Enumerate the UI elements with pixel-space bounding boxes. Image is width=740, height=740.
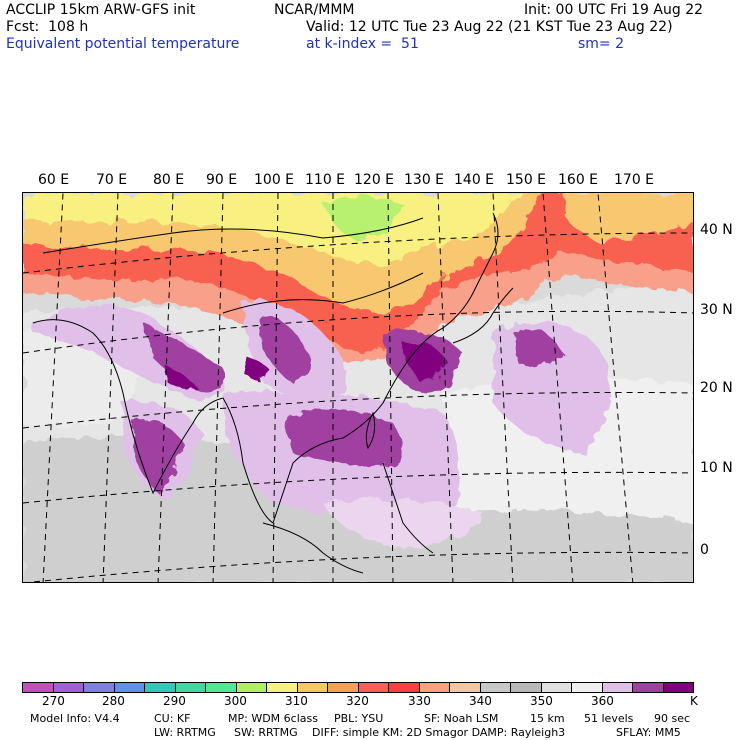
colorbar-swatch <box>541 683 572 692</box>
footer-resolution: 15 km <box>530 712 565 725</box>
smoothing-label: sm= 2 <box>578 36 625 52</box>
lon-label: 130 E <box>404 172 445 188</box>
lat-label: 0 <box>700 542 709 558</box>
colorbar-swatch <box>53 683 84 692</box>
lon-label: 80 E <box>153 172 185 188</box>
coastlines <box>32 212 514 574</box>
colorbar-swatch <box>572 683 603 692</box>
theta-e-map <box>22 192 694 583</box>
colorbar-swatch <box>511 683 542 692</box>
colorbar-swatch <box>23 683 54 692</box>
footer-levels: 51 levels <box>584 712 634 725</box>
lat-label: 30 N <box>700 302 733 318</box>
colorbar-swatch <box>602 683 633 692</box>
lon-label: 140 E <box>454 172 495 188</box>
lat-label: 10 N <box>700 460 733 476</box>
colorbar-unit: K <box>690 694 698 708</box>
colorbar-label: 300 <box>224 694 247 708</box>
colorbar-swatch <box>663 683 693 692</box>
colorbar-label: 320 <box>346 694 369 708</box>
colorbar <box>22 682 694 693</box>
footer-cu: CU: KF <box>154 712 191 725</box>
field-name: Equivalent potential temperature <box>6 36 240 52</box>
lon-label: 110 E <box>305 172 346 188</box>
lon-label: 70 E <box>96 172 128 188</box>
colorbar-swatch <box>206 683 237 692</box>
colorbar-swatch <box>480 683 511 692</box>
init-time: Init: 00 UTC Fri 19 Aug 22 <box>524 2 704 18</box>
forecast-hour: Fcst: 108 h <box>6 19 89 35</box>
model-title: ACCLIP 15km ARW-GFS init <box>6 2 196 18</box>
colorbar-label: 290 <box>163 694 186 708</box>
colorbar-label: 280 <box>102 694 125 708</box>
colorbar-swatch <box>175 683 206 692</box>
lon-label: 150 E <box>506 172 547 188</box>
colorbar-swatch <box>633 683 664 692</box>
lat-label: 20 N <box>700 380 733 396</box>
footer-timestep: 90 sec <box>654 712 691 725</box>
footer-pbl: PBL: YSU <box>334 712 384 725</box>
colorbar-swatch <box>84 683 115 692</box>
footer-model-info: Model Info: V4.4 <box>30 712 120 725</box>
colorbar-label: 330 <box>408 694 431 708</box>
lon-label: 60 E <box>38 172 70 188</box>
colorbar-label: 340 <box>469 694 492 708</box>
colorbar-swatch <box>297 683 328 692</box>
colorbar-label: 360 <box>591 694 614 708</box>
colorbar-swatch <box>328 683 359 692</box>
shading-layer <box>23 193 693 582</box>
lon-label: 90 E <box>206 172 238 188</box>
colorbar-swatch <box>267 683 298 692</box>
footer-diff: DIFF: simple KM: 2D Smagor DAMP: Rayleig… <box>312 726 566 739</box>
valid-time: Valid: 12 UTC Tue 23 Aug 22 (21 KST Tue … <box>306 19 673 35</box>
footer-sflay: SFLAY: MM5 <box>616 726 681 739</box>
footer-lw: LW: RRTMG <box>154 726 216 739</box>
colorbar-swatch <box>145 683 176 692</box>
colorbar-label: 270 <box>42 694 65 708</box>
colorbar-swatch <box>114 683 145 692</box>
colorbar-label: 310 <box>285 694 308 708</box>
lon-label: 160 E <box>558 172 599 188</box>
colorbar-swatch <box>236 683 267 692</box>
footer-sw: SW: RRTMG <box>234 726 298 739</box>
lat-label: 40 N <box>700 222 733 238</box>
colorbar-swatch <box>419 683 450 692</box>
colorbar-swatch <box>450 683 481 692</box>
footer-sf: SF: Noah LSM <box>424 712 499 725</box>
lon-label: 100 E <box>254 172 295 188</box>
colorbar-swatch <box>389 683 420 692</box>
lon-label: 120 E <box>354 172 395 188</box>
org-label: NCAR/MMM <box>274 2 355 18</box>
footer-mp: MP: WDM 6class <box>228 712 318 725</box>
colorbar-label: 350 <box>530 694 553 708</box>
colorbar-swatch <box>358 683 389 692</box>
lon-label: 170 E <box>614 172 655 188</box>
level-label: at k-index = 51 <box>306 36 419 52</box>
